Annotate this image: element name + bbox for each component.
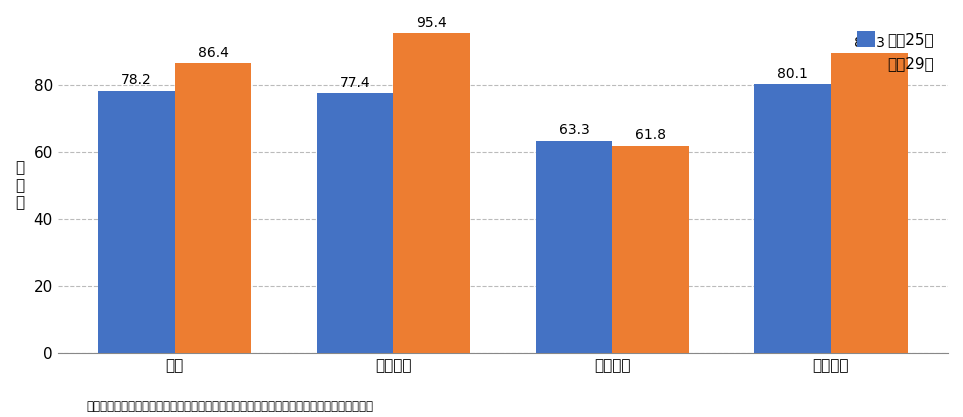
Text: 80.1: 80.1	[777, 67, 808, 81]
Text: 89.3: 89.3	[854, 36, 885, 50]
Bar	[98, 90, 174, 353]
Bar	[754, 84, 831, 353]
Text: 61.8: 61.8	[635, 128, 666, 142]
Bar	[394, 33, 470, 353]
Text: 86.4: 86.4	[197, 46, 228, 60]
Legend: 平成25年, 平成29年: 平成25年, 平成29年	[851, 25, 940, 77]
Bar	[317, 93, 394, 353]
Y-axis label: 策
定
率: 策 定 率	[15, 160, 24, 210]
Text: 63.3: 63.3	[559, 123, 589, 137]
Bar	[535, 141, 612, 353]
Text: 出典：消防庁「避難勧告等に係る具体的な発令基準の策定状況等調査結果」より内閣府作成: 出典：消防庁「避難勧告等に係る具体的な発令基準の策定状況等調査結果」より内閣府作…	[87, 400, 374, 413]
Bar	[612, 146, 689, 353]
Bar	[831, 53, 907, 353]
Bar	[174, 63, 251, 353]
Text: 77.4: 77.4	[340, 76, 371, 90]
Text: 95.4: 95.4	[416, 15, 447, 30]
Text: 78.2: 78.2	[121, 73, 152, 87]
